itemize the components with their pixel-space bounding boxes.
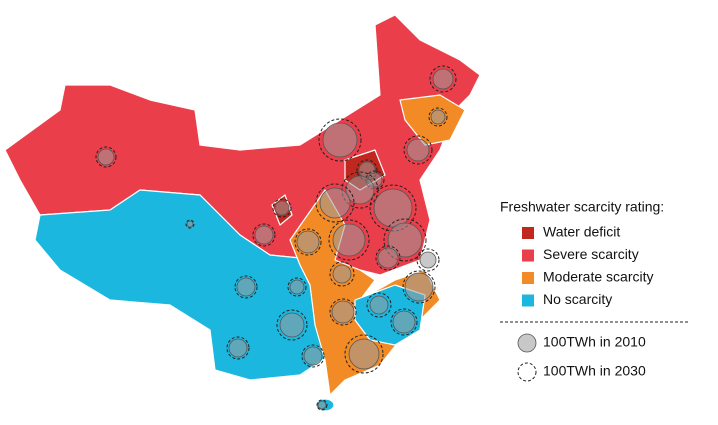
bubble-2010 [392,310,416,334]
bubble-2010 [331,300,355,324]
legend-circle-2010 [517,333,537,353]
bubble-2030 [276,309,308,341]
bubble-2010 [274,200,290,216]
bubble-2010 [348,338,380,370]
bubble-2010 [332,223,366,257]
bubble-2010 [432,68,454,90]
legend-swatch [522,249,534,262]
bubble-2030 [365,170,385,190]
bubble-2010 [186,220,194,228]
bubble-2010 [228,338,248,358]
legend-label: Severe scarcity [543,246,639,262]
legend-circle-2030 [517,362,537,382]
bubble-2010 [377,247,399,269]
bubble-2030 [344,334,384,374]
bubble-2010 [404,272,434,302]
bubble-2030 [318,118,362,162]
bubble-2010 [317,400,327,410]
bubble-2030 [390,308,418,336]
bubble-2030 [185,219,195,229]
bubble-2010 [296,230,320,254]
bubble-2030 [383,218,427,262]
bubble-2010 [279,312,305,338]
bubble-2010 [254,225,274,245]
bubble-2030 [402,270,436,304]
bubble-2010 [322,122,358,158]
legend-swatch [522,272,534,284]
bubble-2010 [373,188,413,228]
bubble-2030 [366,292,392,318]
bubble-2010 [236,277,256,297]
bubble-2030 [329,298,357,326]
bubble-2030 [315,183,355,223]
bubble-2030 [287,277,307,297]
bubble-2010 [319,187,351,219]
bubble-2030 [403,135,433,165]
bubble-2030 [428,107,448,127]
bubble-2010 [303,346,323,366]
legend-title: Freshwater scarcity rating: [500,199,664,215]
legend-label: Water deficit [543,224,620,240]
legend-label: 100TWh in 2030 [543,363,646,379]
bubble-2030 [252,223,276,247]
legend-swatch [522,227,534,239]
bubble-2010 [97,148,115,166]
bubble-2010 [369,295,389,315]
bubble-2030 [329,261,355,287]
bubble-2030 [272,198,292,218]
bubble-2030 [429,65,457,93]
bubble-2030 [294,228,322,256]
bubble-2030 [234,275,258,299]
bubble-2010 [345,175,375,205]
legend: Freshwater scarcity rating: Water defici… [500,199,688,382]
legend-label: Moderate scarcity [543,269,653,285]
legend-label: 100TWh in 2010 [543,334,646,350]
bubble-2010 [387,222,423,258]
bubble-2010 [289,279,305,295]
legend-swatch [522,294,534,307]
bubble-2030 [226,336,250,360]
bubble-2030 [95,146,117,168]
bubble-2010 [419,251,437,269]
bubble-2030 [416,248,440,272]
bubble-2030 [375,245,401,271]
legend-label: No scarcity [543,291,612,307]
bubble-2010 [430,109,446,125]
bubble-2010 [332,264,352,284]
bubble-2030 [301,344,325,368]
bubble-2030 [316,399,328,411]
bubbles [95,65,457,411]
bubble-2010 [406,138,430,162]
bubble-2030 [328,219,370,261]
map [4,14,481,412]
region-moderate [289,189,441,396]
